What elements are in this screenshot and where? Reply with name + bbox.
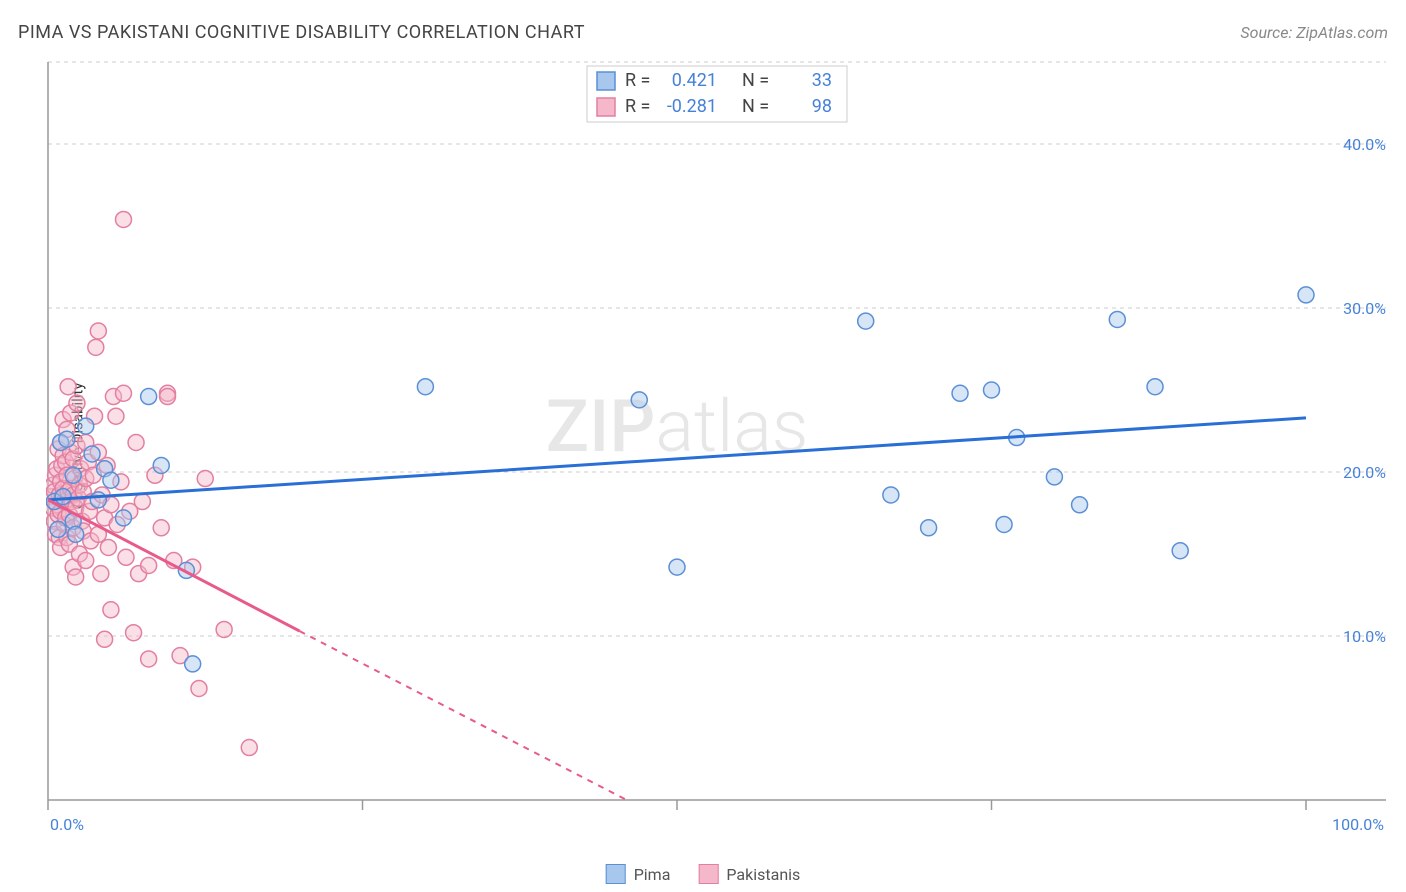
legend-swatch-pima bbox=[606, 864, 626, 884]
svg-text:30.0%: 30.0% bbox=[1343, 299, 1386, 318]
svg-text:-0.281: -0.281 bbox=[667, 96, 717, 117]
legend-label-pakistanis: Pakistanis bbox=[726, 865, 800, 884]
svg-text:40.0%: 40.0% bbox=[1343, 135, 1386, 154]
series-legend: Pima Pakistanis bbox=[606, 864, 801, 884]
svg-text:0.421: 0.421 bbox=[672, 70, 717, 91]
chart-title: PIMA VS PAKISTANI COGNITIVE DISABILITY C… bbox=[18, 22, 585, 43]
svg-text:10.0%: 10.0% bbox=[1343, 627, 1386, 646]
svg-text:0.0%: 0.0% bbox=[50, 815, 84, 834]
legend-item-pima: Pima bbox=[606, 864, 671, 884]
svg-text:100.0%: 100.0% bbox=[1332, 815, 1384, 834]
legend-item-pakistanis: Pakistanis bbox=[698, 864, 800, 884]
legend-swatch-pakistanis bbox=[698, 864, 718, 884]
svg-text:N =: N = bbox=[742, 70, 769, 91]
svg-text:ZIPatlas: ZIPatlas bbox=[546, 384, 809, 469]
svg-text:33: 33 bbox=[812, 70, 832, 91]
legend-label-pima: Pima bbox=[634, 865, 671, 884]
svg-text:20.0%: 20.0% bbox=[1343, 463, 1386, 482]
svg-text:R =: R = bbox=[625, 96, 650, 117]
source-attribution: Source: ZipAtlas.com bbox=[1240, 23, 1388, 42]
svg-text:R =: R = bbox=[625, 70, 650, 91]
svg-text:98: 98 bbox=[812, 96, 832, 117]
chart-area: 0.0% 100.0% 10.0% 20.0% 30.0% 40.0% ZIPatlas R … bbox=[46, 60, 1386, 838]
svg-text:N =: N = bbox=[742, 96, 769, 117]
